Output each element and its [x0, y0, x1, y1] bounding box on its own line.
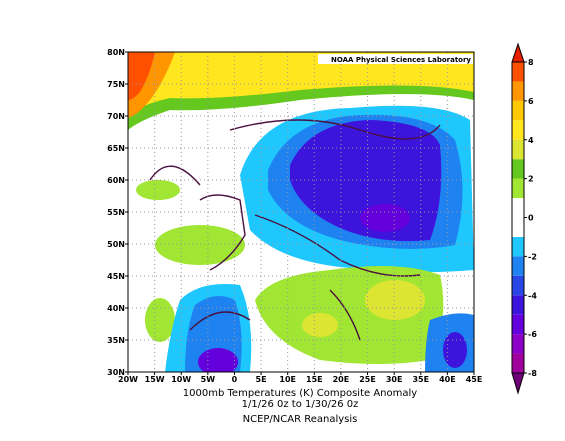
y-tick-label: 80N	[107, 48, 125, 57]
colorbar-band	[512, 314, 524, 335]
colorbar-label: -6	[528, 330, 537, 339]
y-tick-label: 75N	[107, 80, 125, 89]
y-tick-label: 45N	[107, 272, 125, 281]
violet-core	[360, 204, 410, 232]
colorbar-label: 8	[528, 58, 534, 67]
colorbar-label: 0	[528, 214, 534, 223]
x-tick-label: 25E	[359, 375, 376, 384]
colorbar-over	[511, 42, 525, 63]
coastlines	[149, 119, 441, 341]
caption-line: 1000mb Temperatures (K) Composite Anomal…	[183, 388, 417, 399]
colorbar-band	[512, 275, 524, 296]
colorbar-label: 6	[528, 97, 534, 106]
y-tick-label: 55N	[107, 208, 125, 217]
colorbar-band	[512, 334, 524, 354]
colorbar-label: -2	[528, 252, 537, 261]
yellow-south	[365, 280, 425, 320]
x-tick-label: 45E	[466, 375, 483, 384]
yellow-italy	[302, 313, 338, 337]
colorbar-band	[512, 198, 524, 218]
x-tick-label: 20E	[333, 375, 350, 384]
x-tick-label: 5E	[256, 375, 267, 384]
caption-line: 1/1/26 0z to 1/30/26 0z	[242, 399, 359, 410]
colorbar-band	[512, 178, 524, 199]
colorbar-band	[512, 100, 524, 121]
indigo-east	[443, 332, 467, 368]
x-tick-label: 35E	[412, 375, 429, 384]
y-tick-label: 70N	[107, 112, 125, 121]
y-tick-label: 30N	[107, 368, 125, 377]
map-frame	[127, 51, 475, 373]
colorbar-band	[512, 81, 524, 101]
x-tick-label: 0	[232, 375, 238, 384]
x-tick-label: 20W	[118, 375, 138, 384]
y-tick-label: 35N	[107, 336, 125, 345]
x-tick-label: 30E	[386, 375, 403, 384]
colorbar-band	[512, 217, 524, 237]
y-tick-label: 65N	[107, 144, 125, 153]
violet-iberia	[198, 348, 238, 372]
caption-line: NCEP/NCAR Reanalysis	[243, 414, 358, 425]
colorbar: -8 -6 -4 -2 0 2 4 6 8	[511, 42, 537, 395]
y-tick-label: 60N	[107, 176, 125, 185]
colorbar-band	[512, 353, 524, 373]
colorbar-label: 2	[528, 175, 534, 184]
x-tick-label: 10E	[279, 375, 296, 384]
anomaly-field	[128, 52, 474, 372]
colorbar-under	[511, 372, 525, 395]
x-tick-label: 10W	[171, 375, 191, 384]
green-atlantic	[136, 180, 180, 200]
x-tick-label: 5W	[201, 375, 216, 384]
x-tick-label: 15W	[145, 375, 165, 384]
colorbar-label: -8	[528, 369, 537, 378]
colorbar-band	[512, 139, 524, 160]
colorbar-label: -4	[528, 291, 537, 300]
y-tick-label: 50N	[107, 240, 125, 249]
watermark: NOAA Physical Sciences Laboratory	[331, 56, 471, 64]
colorbar-band	[512, 295, 524, 315]
green-west	[155, 225, 245, 265]
colorbar-band	[512, 159, 524, 179]
colorbar-label: 4	[528, 136, 534, 145]
colorbar-band	[512, 62, 524, 82]
watermark-box	[318, 54, 473, 64]
green-southwest	[145, 298, 175, 342]
x-tick-label: 40E	[439, 375, 456, 384]
colorbar-band	[512, 256, 524, 276]
x-tick-label: 15E	[306, 375, 323, 384]
colorbar-band	[512, 120, 524, 140]
red-area	[128, 52, 155, 100]
y-tick-label: 40N	[107, 304, 125, 313]
colorbar-band	[512, 236, 524, 257]
